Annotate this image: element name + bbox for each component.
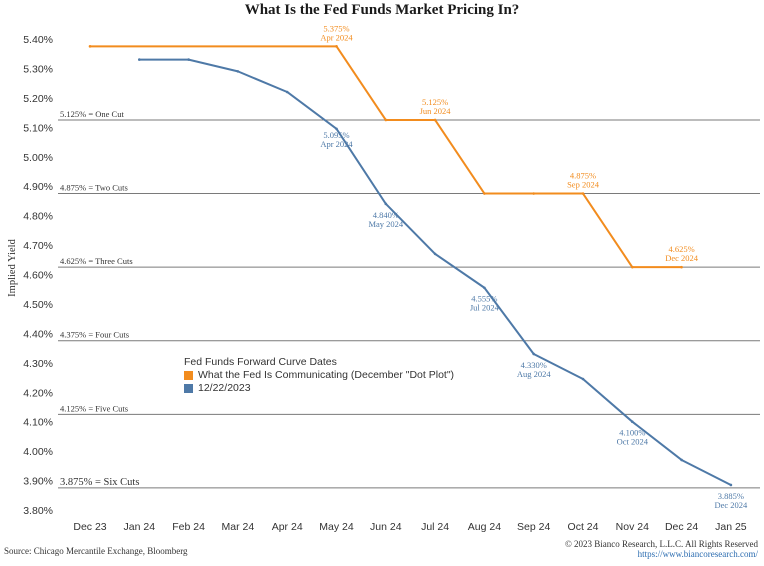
data-label: Oct 2024 [617,437,649,447]
data-label: 5.375% [323,23,349,33]
legend-swatch-market [184,384,193,393]
data-label: 5.095% [323,130,349,140]
x-tick-label: Aug 24 [468,521,501,533]
series-point-0 [680,265,683,269]
x-tick-label: Jan 24 [124,521,156,533]
y-tick-label: 5.40% [23,34,53,46]
data-label: 4.330% [521,360,547,370]
series-point-0 [631,265,634,269]
reference-line-label: 5.125% = One Cut [60,109,124,119]
legend: Fed Funds Forward Curve Dates What the F… [184,356,454,395]
data-label: Dec 2024 [665,253,699,263]
series-point-1 [532,352,535,356]
x-tick-label: Jun 24 [370,521,402,533]
y-tick-label: 4.80% [23,211,53,223]
series-point-1 [483,286,486,290]
series-point-0 [384,118,388,122]
x-tick-label: Oct 24 [568,521,599,533]
reference-line-label: 4.375% = Four Cuts [60,330,129,340]
data-label: 4.555% [471,294,497,304]
y-tick-label: 3.90% [23,476,53,488]
data-label: Apr 2024 [320,32,353,42]
series-line-1 [139,58,732,486]
y-tick-label: 5.20% [23,93,53,105]
series-point-1 [187,58,190,61]
reference-line-label: 4.125% = Five Cuts [60,403,128,413]
legend-item-market: 12/22/2023 [184,382,454,395]
series-point-1 [335,127,338,131]
y-axis-label: Implied Yield [7,238,18,296]
y-tick-label: 4.40% [23,328,53,340]
series-point-0 [483,192,486,195]
y-tick-label: 4.30% [23,358,53,370]
x-tick-label: Nov 24 [616,521,649,533]
data-label: 4.875% [570,171,596,181]
series-point-1 [236,70,240,73]
series-point-1 [631,420,634,423]
x-tick-label: Jan 25 [715,521,747,533]
legend-swatch-fed [184,371,193,380]
x-tick-label: Apr 24 [272,521,303,533]
website-link[interactable]: https://www.biancoresearch.com/ [637,549,758,559]
data-label: May 2024 [368,219,403,229]
data-label: 5.125% [422,97,448,107]
y-tick-label: 5.10% [23,122,53,134]
y-tick-label: 3.80% [23,505,53,517]
legend-label-market: 12/22/2023 [198,382,251,394]
series-point-0 [433,118,437,122]
data-label: Sep 2024 [567,180,600,190]
data-label: Jun 2024 [420,106,452,116]
data-label: Aug 2024 [517,369,552,379]
data-label: Apr 2024 [320,139,353,149]
series-point-1 [433,252,437,256]
series-point-0 [532,192,535,195]
x-tick-label: Feb 24 [172,521,205,533]
chart-title: What Is the Fed Funds Market Pricing In? [244,2,520,18]
x-tick-label: Dec 23 [73,521,106,533]
data-label: 3.885% [718,491,744,501]
series-point-1 [729,483,733,487]
reference-line-label: 3.875% = Six Cuts [60,477,139,488]
data-label: Dec 2024 [714,500,748,510]
series-line-0 [90,45,682,269]
y-tick-label: 5.00% [23,152,53,164]
reference-line-label: 4.875% = Two Cuts [60,183,128,193]
x-tick-label: Jul 24 [421,521,449,533]
copyright-block: © 2023 Bianco Research, L.L.C. All Right… [565,539,758,559]
y-tick-label: 4.90% [23,181,53,193]
source-note: Source: Chicago Mercantile Exchange, Blo… [4,546,188,556]
y-tick-label: 4.60% [23,270,53,282]
y-tick-label: 4.20% [23,387,53,399]
series-point-1 [581,377,585,381]
x-tick-label: Sep 24 [517,521,550,533]
x-tick-label: Mar 24 [222,521,255,533]
y-tick-label: 5.30% [23,63,53,75]
y-tick-label: 4.00% [23,446,53,458]
data-label: 4.840% [373,210,399,220]
series-point-1 [285,90,289,94]
series-point-1 [384,202,388,206]
series-point-0 [88,45,92,48]
legend-label-fed: What the Fed Is Communicating (December … [198,369,455,381]
series-point-0 [335,45,338,48]
series-point-0 [581,192,585,195]
legend-title: Fed Funds Forward Curve Dates [184,356,337,368]
data-label: 4.100% [619,428,645,438]
series-point-1 [138,58,141,61]
y-tick-label: 4.70% [23,240,53,252]
x-tick-label: May 24 [319,521,354,533]
copyright-text: © 2023 Bianco Research, L.L.C. All Right… [564,539,758,549]
data-label: Jul 2024 [470,303,500,313]
reference-line-label: 4.625% = Three Cuts [60,256,133,266]
data-label: 4.625% [668,244,694,254]
x-tick-label: Dec 24 [665,521,698,533]
y-tick-label: 4.10% [23,417,53,429]
series-point-1 [680,458,683,462]
y-tick-label: 4.50% [23,299,53,311]
legend-item-fed: What the Fed Is Communicating (December … [184,369,454,382]
